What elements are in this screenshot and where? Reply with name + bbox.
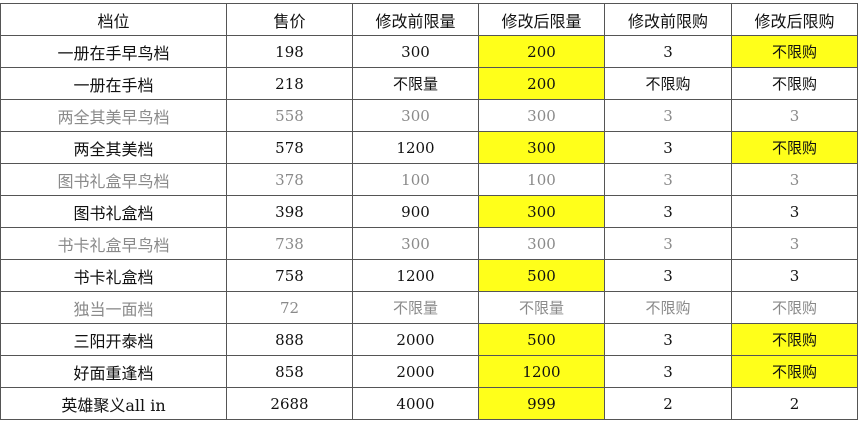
cell-tier: 两全其美早鸟档	[0, 99, 227, 132]
cell-purchase-limit-after: 3	[731, 163, 858, 196]
tier-limits-table: 档位 售价 修改前限量 修改后限量 修改前限购 修改后限购 一册在手早鸟档 198 300 20…	[0, 3, 858, 420]
cell-limit-before: 2000	[352, 323, 479, 356]
cell-tier: 一册在手早鸟档	[0, 35, 227, 68]
table-row: 一册在手早鸟档 198 300 200 3 不限购	[0, 35, 858, 68]
cell-purchase-limit-after: 不限购	[731, 355, 858, 388]
cell-limit-before: 300	[352, 35, 479, 68]
cell-price: 398	[226, 195, 353, 228]
header-limit-before: 修改前限量	[352, 3, 479, 36]
cell-purchase-limit-before: 2	[604, 387, 732, 420]
cell-tier: 三阳开泰档	[0, 323, 227, 356]
cell-tier: 两全其美档	[0, 131, 227, 164]
cell-purchase-limit-before: 3	[604, 99, 732, 132]
cell-limit-before: 4000	[352, 387, 479, 420]
header-tier: 档位	[0, 3, 227, 36]
cell-limit-after: 200	[478, 67, 605, 100]
cell-limit-after: 200	[478, 35, 605, 68]
cell-limit-before: 100	[352, 163, 479, 196]
cell-limit-after: 300	[478, 195, 605, 228]
cell-tier: 好面重逢档	[0, 355, 227, 388]
header-price: 售价	[226, 3, 353, 36]
table-row: 好面重逢档 858 2000 1200 3 不限购	[0, 355, 858, 388]
cell-purchase-limit-before: 3	[604, 323, 732, 356]
cell-tier: 图书礼盒早鸟档	[0, 163, 227, 196]
cell-limit-after: 300	[478, 227, 605, 260]
cell-price: 72	[226, 291, 353, 324]
cell-tier: 图书礼盒档	[0, 195, 227, 228]
cell-price: 558	[226, 99, 353, 132]
cell-price: 758	[226, 259, 353, 292]
cell-limit-before: 1200	[352, 259, 479, 292]
cell-tier: 英雄聚义all in	[0, 387, 227, 420]
cell-price: 218	[226, 67, 353, 100]
table-row: 一册在手档 218 不限量 200 不限购 不限购	[0, 67, 858, 100]
cell-tier: 独当一面档	[0, 291, 227, 324]
table-row: 两全其美档 578 1200 300 3 不限购	[0, 131, 858, 164]
cell-price: 888	[226, 323, 353, 356]
cell-purchase-limit-after: 不限购	[731, 323, 858, 356]
cell-purchase-limit-before: 不限购	[604, 291, 732, 324]
cell-price: 378	[226, 163, 353, 196]
cell-limit-before: 300	[352, 99, 479, 132]
cell-purchase-limit-after: 3	[731, 195, 858, 228]
cell-purchase-limit-after: 不限购	[731, 67, 858, 100]
cell-price: 738	[226, 227, 353, 260]
cell-purchase-limit-before: 3	[604, 163, 732, 196]
header-limit-after: 修改后限量	[478, 3, 605, 36]
cell-limit-after: 300	[478, 131, 605, 164]
header-row: 档位 售价 修改前限量 修改后限量 修改前限购 修改后限购	[0, 3, 858, 36]
cell-limit-before: 不限量	[352, 67, 479, 100]
cell-price: 198	[226, 35, 353, 68]
table-row: 图书礼盒档 398 900 300 3 3	[0, 195, 858, 228]
cell-limit-after: 500	[478, 259, 605, 292]
cell-price: 2688	[226, 387, 353, 420]
cell-limit-before: 300	[352, 227, 479, 260]
cell-purchase-limit-before: 3	[604, 259, 732, 292]
cell-purchase-limit-after: 3	[731, 99, 858, 132]
cell-purchase-limit-before: 3	[604, 355, 732, 388]
cell-limit-before: 不限量	[352, 291, 479, 324]
cell-limit-before: 1200	[352, 131, 479, 164]
cell-purchase-limit-after: 3	[731, 259, 858, 292]
table-row: 两全其美早鸟档 558 300 300 3 3	[0, 99, 858, 132]
cell-limit-after: 100	[478, 163, 605, 196]
table-row: 书卡礼盒档 758 1200 500 3 3	[0, 259, 858, 292]
cell-tier: 一册在手档	[0, 67, 227, 100]
cell-purchase-limit-after: 不限购	[731, 291, 858, 324]
header-purchase-limit-before: 修改前限购	[604, 3, 732, 36]
cell-purchase-limit-before: 不限购	[604, 67, 732, 100]
cell-purchase-limit-before: 3	[604, 195, 732, 228]
cell-limit-after: 1200	[478, 355, 605, 388]
cell-limit-after: 不限量	[478, 291, 605, 324]
cell-purchase-limit-after: 不限购	[731, 131, 858, 164]
cell-limit-after: 500	[478, 323, 605, 356]
cell-purchase-limit-before: 3	[604, 35, 732, 68]
cell-purchase-limit-after: 2	[731, 387, 858, 420]
cell-tier: 书卡礼盒早鸟档	[0, 227, 227, 260]
header-purchase-limit-after: 修改后限购	[731, 3, 858, 36]
cell-price: 578	[226, 131, 353, 164]
table-row: 三阳开泰档 888 2000 500 3 不限购	[0, 323, 858, 356]
cell-purchase-limit-before: 3	[604, 131, 732, 164]
cell-limit-after: 999	[478, 387, 605, 420]
cell-purchase-limit-before: 3	[604, 227, 732, 260]
cell-purchase-limit-after: 不限购	[731, 35, 858, 68]
table-row: 书卡礼盒早鸟档 738 300 300 3 3	[0, 227, 858, 260]
cell-tier: 书卡礼盒档	[0, 259, 227, 292]
cell-limit-before: 900	[352, 195, 479, 228]
table-row: 英雄聚义all in 2688 4000 999 2 2	[0, 387, 858, 420]
table-row: 图书礼盒早鸟档 378 100 100 3 3	[0, 163, 858, 196]
cell-purchase-limit-after: 3	[731, 227, 858, 260]
cell-limit-after: 300	[478, 99, 605, 132]
cell-price: 858	[226, 355, 353, 388]
cell-limit-before: 2000	[352, 355, 479, 388]
table-row: 独当一面档 72 不限量 不限量 不限购 不限购	[0, 291, 858, 324]
